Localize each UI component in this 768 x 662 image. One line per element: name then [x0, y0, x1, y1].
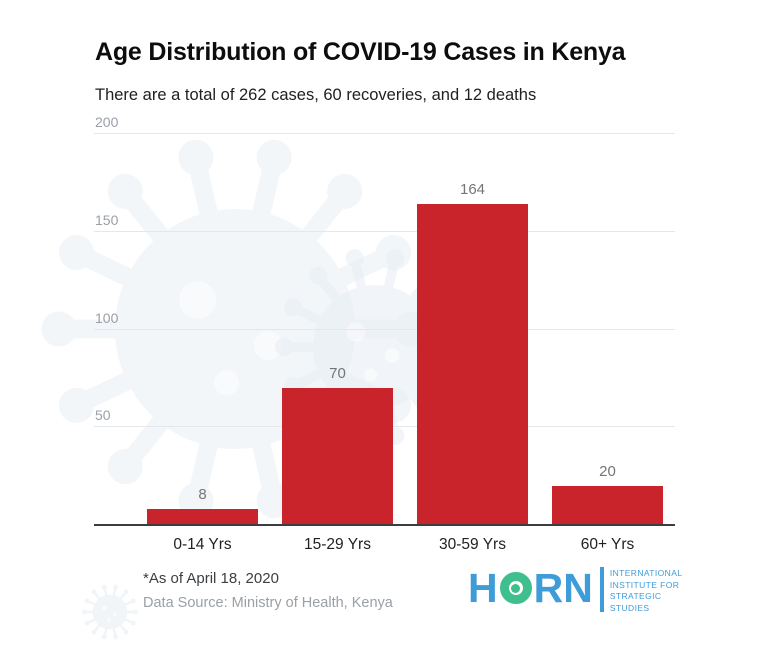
y-tick-label-50: 50	[95, 407, 111, 424]
data-source: Data Source: Ministry of Health, Kenya	[143, 595, 393, 611]
bar-chart: 50 100 150 200 8 70 164 20 0-14 Yrs 15-29 Yrs 30…	[94, 115, 675, 553]
x-label-15-29-yrs: 15-29 Yrs	[304, 536, 371, 553]
bar-band-15-29-yrs: 70	[270, 366, 405, 525]
y-tick-label-200: 200	[95, 114, 119, 130]
bar-band-60-yrs: 20	[540, 464, 675, 525]
bar-15-29-yrs	[282, 388, 393, 525]
y-tick-label-100: 100	[95, 309, 119, 326]
logo-org-line: STRATEGIC	[609, 591, 662, 601]
logo-org-line: STUDIES	[609, 602, 650, 613]
bar-band-0-14-yrs: 8	[135, 487, 270, 525]
bars: 8 70 164 20	[135, 134, 675, 525]
logo-org-name: INTERNATIONAL INSTITUTE FOR STRATEGIC STUDI…	[610, 567, 683, 614]
logo-org-line: INSTITUTE FOR	[609, 579, 680, 590]
gridline-200: 200	[94, 115, 675, 134]
horn-logo-word: H RN	[468, 567, 593, 609]
gridline-150: 150	[94, 213, 675, 232]
horn-logo-o-icon	[499, 572, 532, 604]
horn-logo-h: H	[468, 565, 498, 611]
logo-org-line: INTERNATIONAL	[609, 568, 683, 578]
x-label-60-yrs: 60+ Yrs	[580, 536, 635, 553]
bar-60-yrs	[552, 485, 663, 525]
coronavirus-watermark-icon	[80, 582, 140, 642]
horn-logo: H RN INTERNATIONAL INSTITUTE FOR STRATEGIC…	[468, 567, 682, 614]
x-label-0-14-yrs: 0-14 Yrs	[173, 536, 232, 553]
value-label-0-14-yrs: 8	[198, 486, 207, 504]
bar-30-59-yrs	[417, 204, 528, 525]
bar-0-14-yrs	[147, 509, 258, 525]
logo-separator	[599, 567, 604, 612]
chart-title: Age Distribution of COVID-19 Cases in Ke…	[95, 38, 626, 66]
value-label-30-59-yrs: 164	[459, 181, 486, 199]
horn-logo-rn: RN	[533, 565, 593, 611]
x-label-30-59-yrs: 30-59 Yrs	[439, 536, 506, 553]
footnote: *As of April 18, 2020	[143, 570, 279, 587]
value-label-60-yrs: 20	[599, 462, 616, 480]
gridline-100: 100	[94, 311, 675, 330]
y-tick-label-150: 150	[95, 211, 119, 228]
x-axis-line	[94, 524, 675, 526]
chart-subtitle: There are a total of 262 cases, 60 recov…	[95, 86, 537, 104]
bar-band-30-59-yrs: 164	[405, 182, 540, 525]
value-label-15-29-yrs: 70	[329, 365, 346, 383]
x-axis-labels: 0-14 Yrs 15-29 Yrs 30-59 Yrs 60+ Yrs	[135, 536, 675, 554]
